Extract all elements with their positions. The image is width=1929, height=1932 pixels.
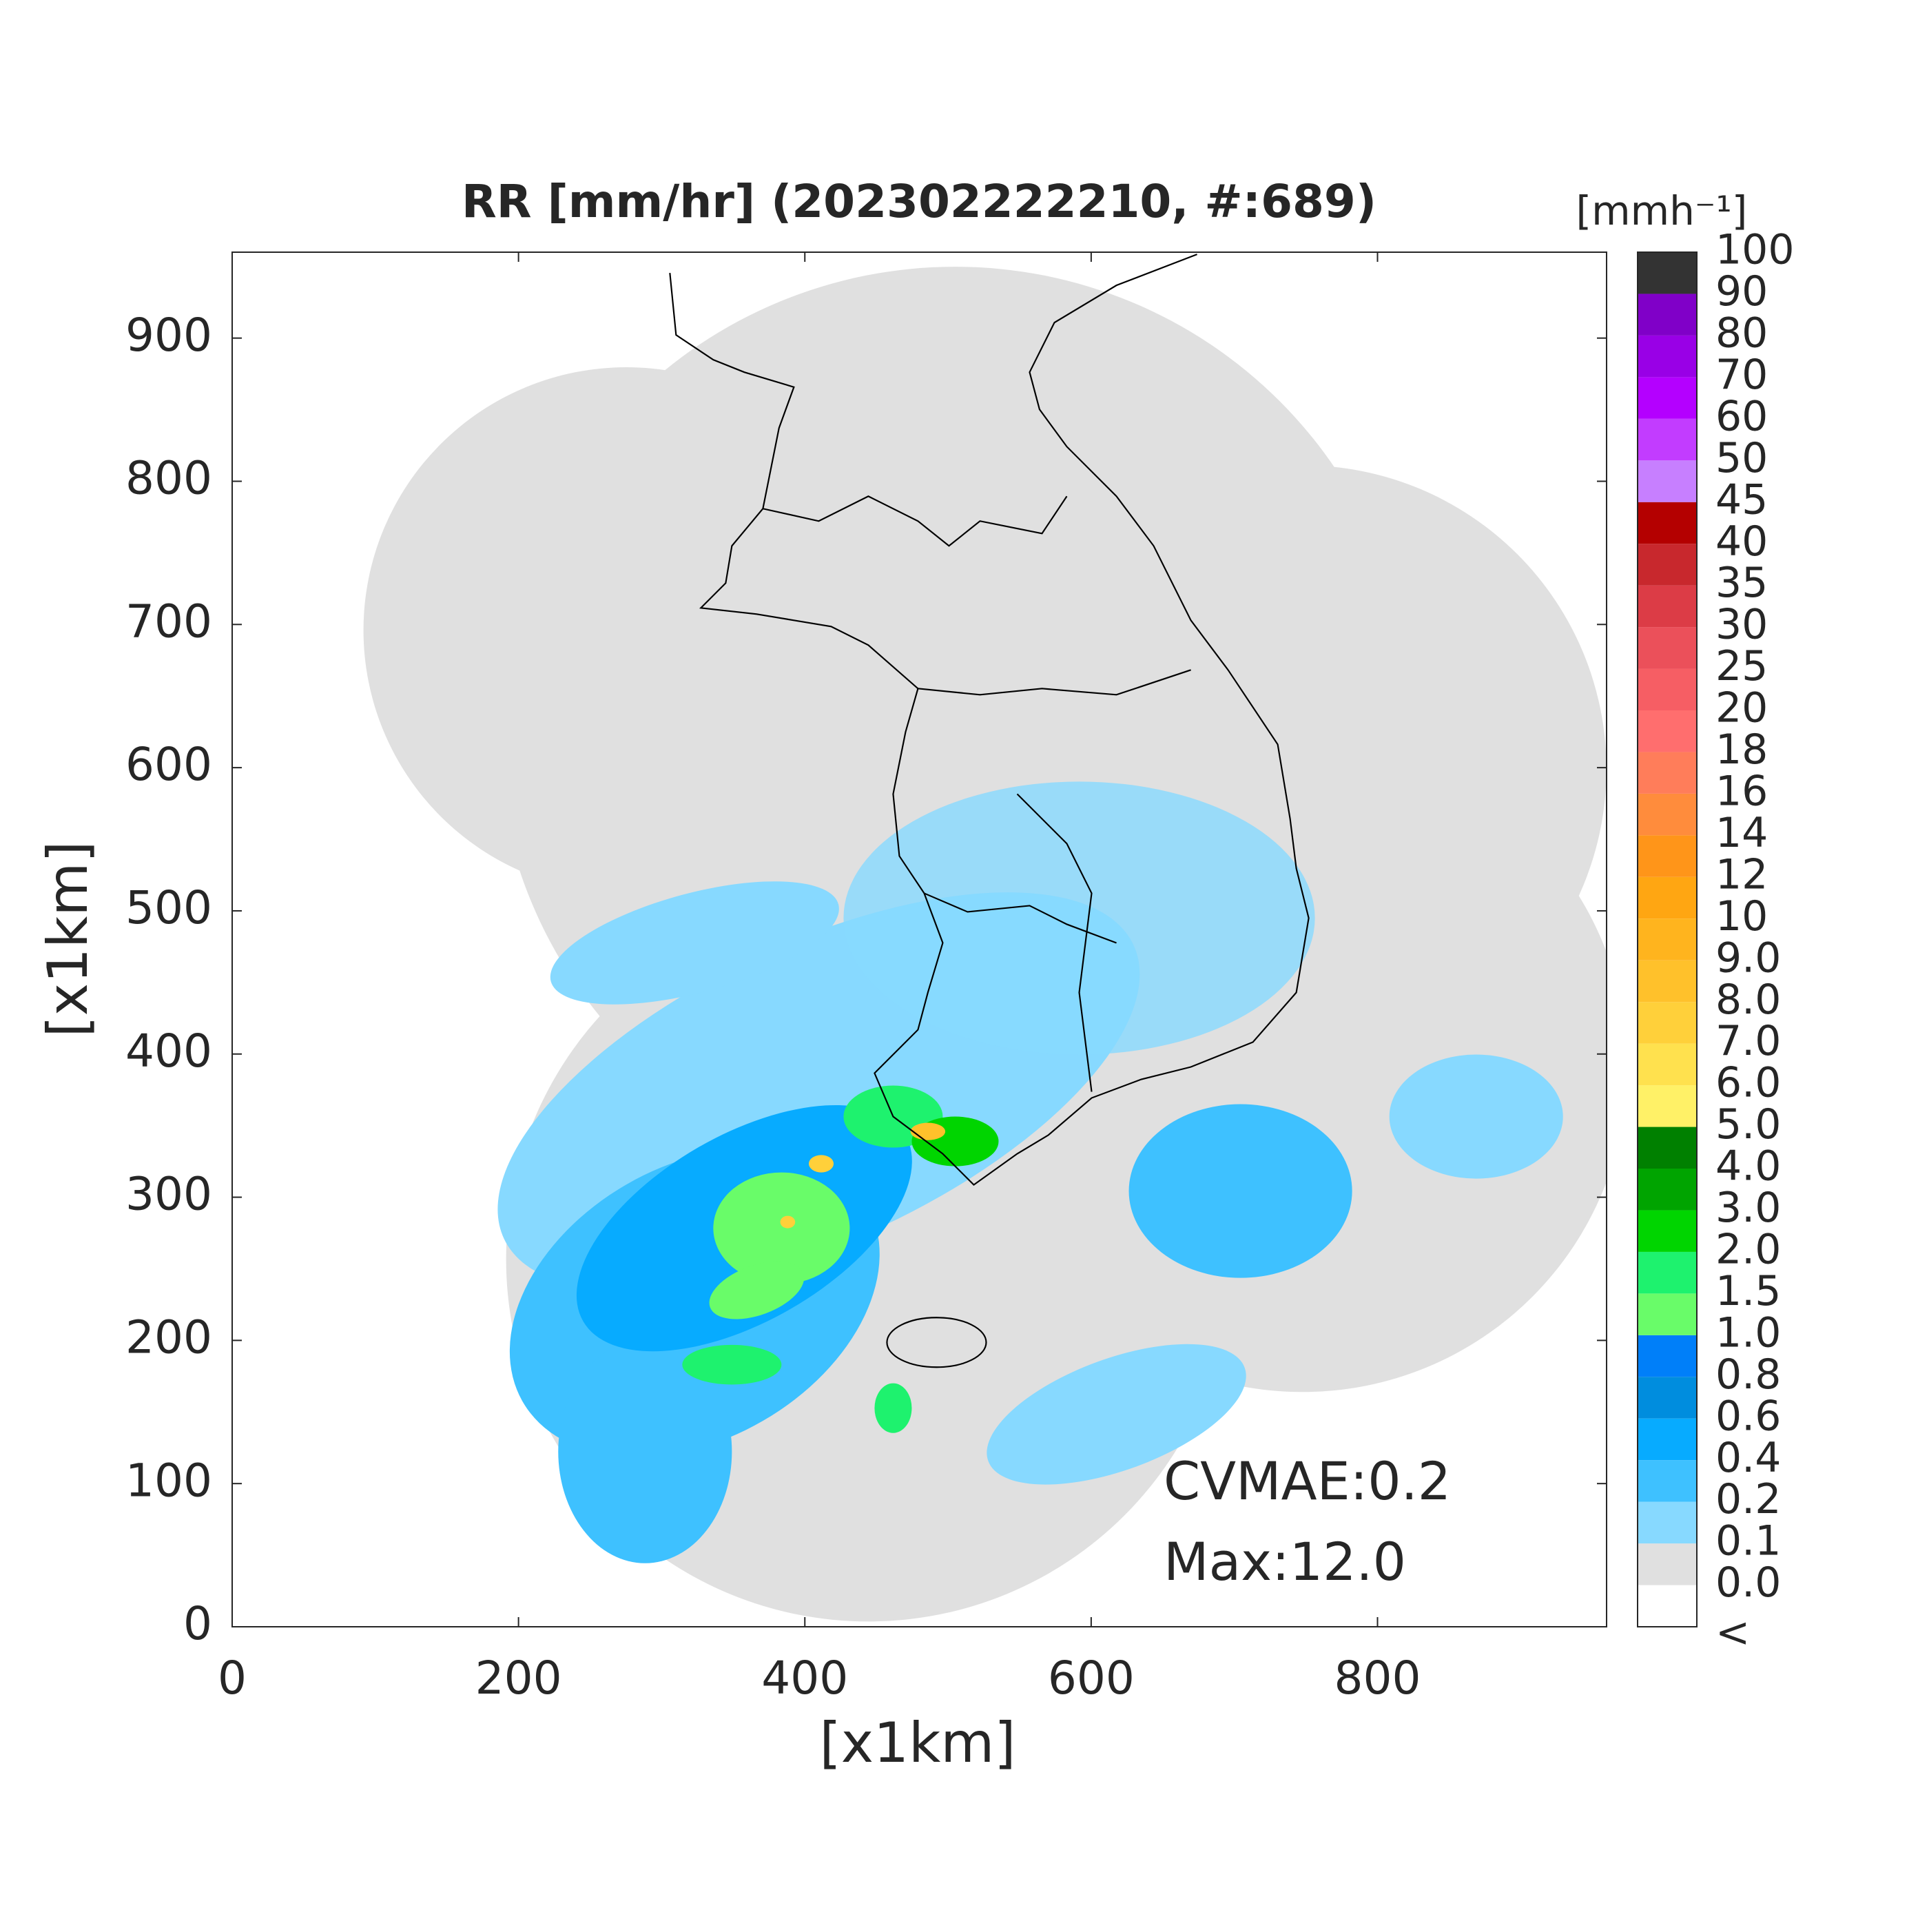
colorbar-tick-label: 80 <box>1715 309 1768 358</box>
colorbar-tick-label: 2.0 <box>1715 1226 1781 1274</box>
colorbar-bin <box>1638 918 1697 960</box>
colorbar-bin <box>1638 294 1697 336</box>
colorbar-bin <box>1638 544 1697 586</box>
colorbar-tick-label: 14 <box>1715 809 1768 857</box>
colorbar-bin <box>1638 752 1697 794</box>
colorbar-tick-label: 45 <box>1715 475 1768 524</box>
colorbar-bin <box>1638 710 1697 752</box>
colorbar-bin <box>1638 1251 1697 1294</box>
x-tick-label: 200 <box>475 1652 562 1705</box>
y-tick-label: 200 <box>125 1311 212 1364</box>
colorbar-tick-label: 100 <box>1715 226 1795 274</box>
y-tick-label: 100 <box>125 1454 212 1507</box>
colorbar-bin <box>1638 793 1697 836</box>
colorbar-tick-label: 60 <box>1715 392 1768 440</box>
colorbar-tick-label: 25 <box>1715 642 1768 690</box>
colorbar-bin <box>1638 1418 1697 1461</box>
colorbar-tick-label: 5.0 <box>1715 1100 1781 1149</box>
colorbar-tick-label: 1.5 <box>1715 1267 1781 1315</box>
colorbar-tick-label: 0.0 <box>1715 1559 1781 1607</box>
colorbar-bin <box>1638 668 1697 710</box>
colorbar-bin <box>1638 377 1697 419</box>
colorbar-under-label: < <box>1715 1609 1750 1657</box>
colorbar-bin <box>1638 960 1697 1003</box>
colorbar-tick-label: 30 <box>1715 601 1768 649</box>
colorbar-tick-label: 0.1 <box>1715 1517 1781 1565</box>
colorbar-tick-label: 6.0 <box>1715 1059 1781 1107</box>
y-tick-label: 900 <box>125 309 212 362</box>
colorbar-bin <box>1638 585 1697 628</box>
colorbar-tick-label: 0.8 <box>1715 1350 1781 1399</box>
annotation: CVMAE:0.2 <box>1164 1450 1451 1512</box>
x-tick-label: 600 <box>1048 1652 1135 1705</box>
colorbar-tick-label: 70 <box>1715 351 1768 399</box>
colorbar-tick-label: 8.0 <box>1715 976 1781 1024</box>
colorbar-bin <box>1638 1293 1697 1335</box>
colorbar-bin <box>1638 1335 1697 1377</box>
y-tick-label: 300 <box>125 1168 212 1221</box>
colorbar-tick-label: 16 <box>1715 768 1768 816</box>
colorbar-tick-label: 0.4 <box>1715 1434 1781 1482</box>
y-tick-label: 500 <box>125 881 212 934</box>
colorbar-bin <box>1638 252 1697 294</box>
colorbar-bin <box>1638 1543 1697 1585</box>
y-tick-label: 0 <box>183 1597 212 1650</box>
x-tick-label: 800 <box>1334 1652 1421 1705</box>
plot-frame <box>231 251 1607 1627</box>
colorbar-under <box>1638 1585 1697 1627</box>
colorbar-bin <box>1638 1169 1697 1211</box>
colorbar-bin <box>1638 1002 1697 1044</box>
colorbar-bin <box>1638 876 1697 919</box>
colorbar-tick-label: 35 <box>1715 559 1768 607</box>
colorbar-bin <box>1638 835 1697 877</box>
coastline <box>669 254 1310 1368</box>
radar-field <box>363 254 1607 1622</box>
colorbar-tick-label: 4.0 <box>1715 1142 1781 1191</box>
x-tick-label: 0 <box>218 1652 247 1705</box>
y-axis-label: [x1km] <box>36 841 100 1038</box>
y-tick-label: 800 <box>125 452 212 505</box>
x-tick-label: 400 <box>761 1652 848 1705</box>
colorbar-tick-label: 50 <box>1715 434 1768 482</box>
colorbar-frame <box>1637 251 1698 1627</box>
x-axis-label: [x1km] <box>820 1711 1016 1775</box>
y-tick-label: 400 <box>125 1025 212 1078</box>
precip <box>497 781 1563 1563</box>
colorbar-label: [mmh⁻¹] <box>1576 187 1748 234</box>
colorbar-tick-label: 20 <box>1715 684 1768 732</box>
colorbar-bin <box>1638 1210 1697 1252</box>
colorbar-bin <box>1638 460 1697 502</box>
colorbar-tick-label: 18 <box>1715 726 1768 774</box>
colorbar-tick-label: 10 <box>1715 892 1768 941</box>
colorbar-tick-label: 9.0 <box>1715 934 1781 982</box>
colorbar-tick-label: 3.0 <box>1715 1184 1781 1232</box>
y-tick-label: 700 <box>125 595 212 648</box>
y-tick-label: 600 <box>125 738 212 791</box>
colorbar-tick-label: 12 <box>1715 850 1768 898</box>
annotation: Max:12.0 <box>1164 1531 1406 1592</box>
colorbar-tick-label: 7.0 <box>1715 1017 1781 1065</box>
colorbar-bin <box>1638 502 1697 544</box>
colorbar-tick-label: 0.6 <box>1715 1392 1781 1440</box>
chart-title: RR [mm/hr] (202302222210, #:689) <box>462 175 1376 228</box>
colorbar-bin <box>1638 1377 1697 1419</box>
colorbar-bin <box>1638 1127 1697 1169</box>
colorbar-bin <box>1638 1501 1697 1544</box>
colorbar-bin <box>1638 627 1697 669</box>
colorbar-bin <box>1638 335 1697 378</box>
colorbar-tick-label: 90 <box>1715 267 1768 316</box>
colorbar-tick-label: 0.2 <box>1715 1475 1781 1523</box>
colorbar-bin <box>1638 1085 1697 1127</box>
colorbar-bin <box>1638 1460 1697 1502</box>
colorbar-tick-label: 40 <box>1715 517 1768 566</box>
colorbar-tick-label: 1.0 <box>1715 1308 1781 1357</box>
colorbar-bin <box>1638 1043 1697 1086</box>
colorbar-bin <box>1638 418 1697 461</box>
